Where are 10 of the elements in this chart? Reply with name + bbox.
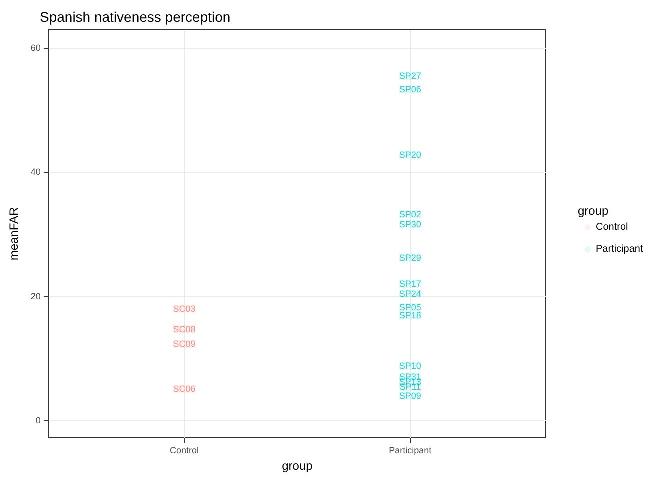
legend-label: Participant [596, 244, 644, 255]
legend-title: group [578, 204, 610, 218]
y-tick-label: 60 [30, 43, 41, 54]
chart-title: Spanish nativeness perception [40, 9, 231, 25]
y-axis-title: meanFAR [7, 206, 21, 261]
legend-label: Control [596, 222, 628, 233]
y-tick-label: 0 [36, 416, 41, 426]
y-tick-label: 40 [30, 167, 41, 178]
y-tick-label: 20 [30, 291, 41, 302]
x-axis-title: group [282, 459, 314, 473]
